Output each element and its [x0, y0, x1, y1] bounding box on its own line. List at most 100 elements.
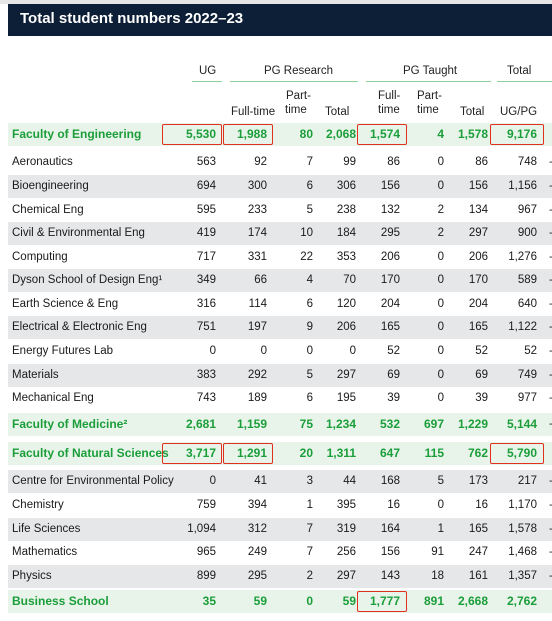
department-row: Chemistry 759 394 1 395 16 0 16 1,170-: [8, 494, 552, 517]
cell-pgt-pt: 0: [437, 499, 444, 511]
cell-total: 1,578: [508, 523, 537, 535]
cell-pgr-ft: 300: [247, 180, 267, 192]
cut-off-marker: -: [549, 180, 552, 192]
cell-pgr-pt: 7: [306, 156, 313, 168]
cell-pgr-total: 206: [336, 321, 356, 333]
cell-pgr-pt: 5: [306, 369, 313, 381]
cut-off-marker: -: [549, 475, 552, 487]
cell-pgr-ft: 92: [254, 156, 267, 168]
cell-pgt-pt: 0: [437, 251, 444, 263]
cell-ug: 3,717: [185, 446, 216, 460]
cell-pgt-ft: 156: [380, 180, 400, 192]
cell-pgr-pt: 7: [306, 523, 313, 535]
cell-pgr-total: 120: [336, 298, 356, 310]
row-label: Faculty of Engineering: [12, 127, 142, 141]
highlight-box: [490, 124, 544, 145]
cell-ug: 563: [196, 156, 216, 168]
cell-pgt-total: 206: [468, 251, 488, 263]
cell-pgt-pt: 0: [437, 274, 444, 286]
cell-pgt-ft: 168: [380, 475, 400, 487]
cell-pgt-pt: 2: [437, 227, 444, 239]
cell-pgr-pt: 75: [299, 417, 313, 431]
department-row: Electrical & Electronic Eng 751 197 9 206 165…: [8, 316, 552, 339]
cell-total: 1,357: [508, 570, 537, 582]
cut-off-marker: -: [549, 156, 552, 168]
cell-pgr-ft: 114: [248, 298, 267, 310]
cell-ug: 899: [196, 570, 216, 582]
cell-total: 749: [517, 369, 537, 381]
cell-pgr-ft: 233: [247, 204, 267, 216]
cell-ug: 383: [196, 369, 216, 381]
cell-ug: 349: [196, 274, 216, 286]
cut-off-marker: -: [549, 418, 552, 430]
department-row: Bioengineering 694 300 6 306 156 0 156 1,156-: [8, 175, 552, 198]
row-label: Materials: [12, 369, 59, 381]
cell-total: 1,276: [508, 251, 537, 263]
subheader-pgr-total: Total: [325, 106, 350, 118]
cell-ug: 5,530: [185, 127, 216, 141]
cell-pgr-total: 297: [336, 570, 356, 582]
highlight-box: [490, 443, 544, 464]
cell-total: 5,790: [506, 446, 537, 460]
cell-pgr-ft: 295: [247, 570, 267, 582]
cell-pgr-ft: 1,291: [236, 446, 267, 460]
cell-pgt-ft: 132: [380, 204, 400, 216]
cell-pgt-ft: 16: [387, 499, 400, 511]
cell-ug: 316: [196, 298, 216, 310]
cell-pgt-ft: 52: [387, 345, 400, 357]
cell-pgr-total: 1,311: [326, 446, 356, 460]
row-label: Computing: [12, 251, 68, 263]
cell-pgr-pt: 6: [306, 298, 313, 310]
header-ug: UG: [199, 65, 217, 77]
cell-pgr-total: 1,234: [325, 417, 356, 431]
cell-pgr-ft: 312: [247, 523, 267, 535]
faculty-row: Faculty of Engineering 5,530 1,988 80 2,068 1…: [8, 123, 552, 146]
cell-pgt-pt: 0: [437, 180, 444, 192]
cell-pgt-total: 39: [475, 392, 488, 404]
cell-pgt-pt: 18: [431, 570, 444, 582]
row-label: Physics: [12, 570, 52, 582]
cell-pgt-pt: 1: [437, 523, 444, 535]
cell-pgt-ft: 69: [387, 369, 400, 381]
cell-pgt-ft: 1,574: [369, 127, 400, 141]
faculty-row: Business School 35 59 0 59 1,777 891 2,668 2,762: [8, 590, 552, 613]
department-row: Civil & Environmental Eng 419 174 10 184 295 2…: [8, 222, 552, 245]
cell-ug: 759: [196, 499, 216, 511]
cell-pgr-pt: 6: [306, 180, 313, 192]
cell-pgt-total: 170: [468, 274, 488, 286]
cell-pgr-ft: 66: [254, 274, 267, 286]
department-row: Chemical Eng 595 233 5 238 132 2 134 967-: [8, 199, 552, 222]
cell-pgt-pt: 5: [437, 475, 444, 487]
cell-pgr-total: 44: [343, 475, 356, 487]
cell-pgt-pt: 2: [437, 204, 444, 216]
cell-pgr-pt: 80: [299, 127, 313, 141]
cell-ug: 694: [196, 180, 216, 192]
cell-ug: 0: [209, 475, 216, 487]
row-label: Centre for Environmental Policy: [12, 475, 174, 487]
faculty-row: Faculty of Natural Sciences 3,717 1,291 20 1…: [8, 442, 552, 465]
cell-pgt-total: 134: [468, 204, 488, 216]
cell-pgr-ft: 292: [247, 369, 267, 381]
row-label: Faculty of Medicine²: [12, 417, 128, 431]
cell-pgt-pt: 891: [423, 594, 444, 608]
top-strip: [0, 0, 552, 4]
department-row: Aeronautics 563 92 7 99 86 0 86 748-: [8, 151, 552, 174]
cell-pgt-total: 173: [468, 475, 488, 487]
row-label: Mathematics: [12, 546, 78, 558]
cell-pgr-total: 0: [349, 345, 356, 357]
cell-pgr-total: 99: [343, 156, 356, 168]
subheader-pgt-full: Full-: [378, 90, 401, 102]
subheader-total-ug-pg: UG/PG: [500, 106, 538, 118]
cut-off-marker: -: [549, 298, 552, 310]
cut-off-marker: -: [549, 523, 552, 535]
highlight-box: [162, 124, 222, 145]
subheader-pgt-part: Part-: [417, 90, 442, 102]
cell-pgt-total: 2,668: [457, 594, 488, 608]
cell-pgr-total: 195: [336, 392, 356, 404]
cell-ug: 1,094: [187, 523, 216, 535]
cell-total: 589: [517, 274, 537, 286]
cell-pgr-total: 59: [342, 594, 356, 608]
cell-pgt-pt: 0: [437, 156, 444, 168]
header-pg-research: PG Research: [264, 65, 334, 77]
